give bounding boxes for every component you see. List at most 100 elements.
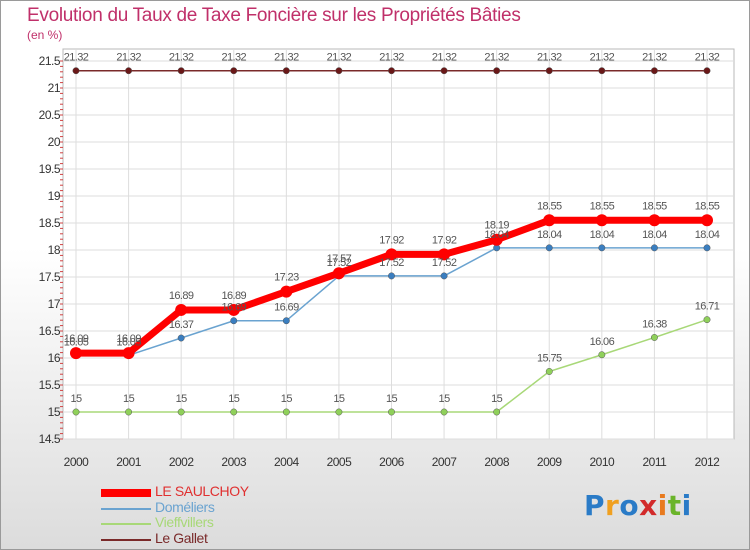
- x-tick-label: 2004: [274, 455, 300, 469]
- data-label: 15: [228, 393, 240, 405]
- data-label: 16.69: [221, 302, 246, 314]
- logo-letter: i: [657, 489, 668, 522]
- data-point: [438, 248, 451, 261]
- legend-label: Vieffvillers: [155, 514, 214, 530]
- data-label: 17.52: [432, 257, 457, 269]
- y-tick-label: 18.5: [39, 216, 61, 230]
- data-point: [598, 244, 606, 252]
- x-tick-label: 2009: [537, 455, 563, 469]
- data-label: 16.05: [64, 336, 89, 348]
- data-label: 21.32: [64, 52, 89, 64]
- data-label: 16.89: [169, 290, 194, 302]
- data-label: 17.23: [274, 272, 299, 284]
- y-tick-label: 17: [48, 297, 61, 311]
- x-tick-label: 2011: [643, 455, 668, 469]
- data-label: 17.52: [379, 257, 404, 269]
- data-point: [122, 347, 135, 360]
- x-tick-label: 2003: [221, 455, 247, 469]
- data-point: [388, 67, 395, 75]
- x-tick-label: 2006: [379, 455, 405, 469]
- data-point: [177, 67, 185, 75]
- logo-letter: o: [619, 489, 640, 522]
- data-point: [703, 244, 711, 252]
- data-point: [72, 408, 80, 416]
- data-label: 18.19: [484, 220, 509, 232]
- data-point: [282, 317, 290, 325]
- data-label: 21.32: [116, 52, 141, 64]
- legend-swatch: [101, 508, 151, 510]
- data-label: 21.32: [221, 52, 246, 64]
- legend-label: Doméliers: [155, 499, 215, 515]
- data-point: [388, 408, 395, 416]
- x-tick-label: 2000: [64, 455, 90, 469]
- y-tick-label: 20: [48, 135, 61, 149]
- data-point: [650, 334, 658, 341]
- data-point: [70, 347, 82, 360]
- data-point: [440, 67, 448, 75]
- proxiti-logo: Proxiti: [584, 489, 692, 522]
- data-label: 15: [70, 393, 82, 405]
- data-label: 18.55: [590, 200, 615, 212]
- data-label: 21.32: [642, 52, 667, 64]
- data-label: 18.04: [590, 229, 615, 241]
- y-tick-label: 21.5: [39, 54, 61, 68]
- data-point: [335, 67, 343, 75]
- data-point: [493, 408, 501, 416]
- data-label: 16.71: [695, 301, 720, 313]
- y-tick-label: 16.5: [39, 324, 61, 338]
- data-label: 21.32: [590, 52, 615, 64]
- data-label: 17.92: [379, 234, 404, 246]
- data-label: 21.32: [432, 52, 457, 64]
- data-label: 18.55: [537, 200, 562, 212]
- data-point: [543, 214, 556, 227]
- data-label: 15.75: [537, 353, 562, 365]
- data-point: [385, 248, 398, 261]
- legend-swatch: [101, 489, 151, 497]
- data-point: [701, 214, 713, 227]
- y-tick-label: 15: [48, 405, 61, 419]
- data-label: 21.32: [327, 52, 352, 64]
- y-tick-label: 19.5: [39, 162, 61, 176]
- x-tick-label: 2012: [695, 455, 721, 469]
- data-point: [177, 408, 185, 416]
- data-point: [440, 272, 448, 280]
- logo-letter: r: [605, 489, 620, 522]
- data-label: 16.09: [64, 333, 89, 345]
- data-point: [230, 67, 238, 75]
- x-tick-label: 2005: [327, 455, 353, 469]
- data-label: 18.55: [642, 200, 667, 212]
- unit-label: (en %): [27, 28, 63, 42]
- data-label: 15: [333, 393, 345, 405]
- data-label: 15: [176, 393, 188, 405]
- data-point: [125, 408, 133, 416]
- data-point: [332, 267, 345, 280]
- data-label: 17.52: [327, 257, 352, 269]
- data-label: 16.06: [590, 336, 615, 348]
- logo-letter: x: [639, 489, 658, 522]
- data-label: 17.92: [432, 234, 457, 246]
- data-point: [703, 316, 711, 324]
- legend-label: LE SAULCHOY: [155, 483, 249, 499]
- data-point: [230, 317, 238, 325]
- x-tick-label: 2002: [169, 455, 195, 469]
- plot-area: [62, 48, 735, 440]
- legend-swatch: [101, 539, 151, 541]
- data-label: 15: [123, 393, 135, 405]
- logo-letter: P: [584, 489, 606, 522]
- data-label: 15: [491, 393, 503, 405]
- data-point: [282, 67, 290, 75]
- data-point: [598, 67, 606, 75]
- data-label: 21.32: [695, 52, 720, 64]
- data-point: [493, 67, 501, 75]
- data-label: 15: [386, 393, 398, 405]
- data-point: [545, 368, 553, 375]
- data-label: 16.69: [274, 302, 299, 314]
- data-point: [545, 244, 553, 252]
- data-label: 18.55: [695, 200, 720, 212]
- data-label: 15: [281, 393, 293, 405]
- data-point: [335, 408, 343, 416]
- data-point: [650, 244, 658, 252]
- data-label: 16.05: [116, 336, 141, 348]
- data-label: 18.04: [484, 229, 509, 241]
